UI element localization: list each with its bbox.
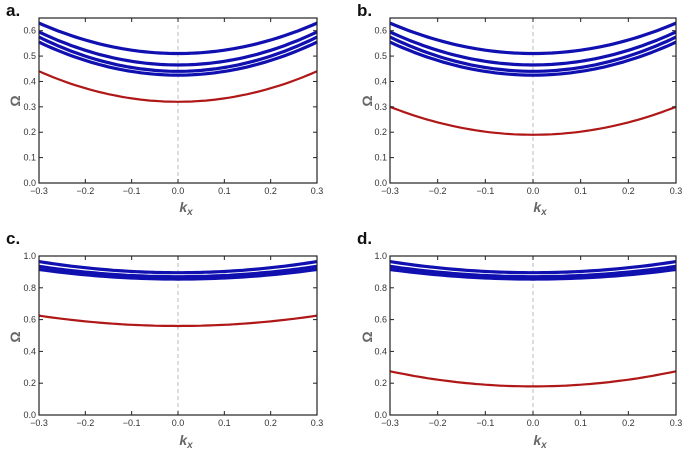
blue-band-line [389, 21, 677, 56]
y-tick-label: 1.0 [374, 251, 387, 261]
x-tick-label: −0.3 [30, 186, 48, 196]
red-band-line [38, 70, 318, 103]
y-tick-label: 0.8 [374, 283, 387, 293]
blue-band-line [38, 21, 318, 56]
x-axis-title-subscript: x [540, 207, 547, 218]
panel-label: c. [6, 229, 20, 248]
x-tick-label: 0.1 [218, 186, 231, 196]
x-tick-label: −0.3 [30, 418, 48, 428]
y-axis-title: Ω [7, 331, 23, 342]
x-tick-label: 0.2 [264, 186, 277, 196]
x-tick-label: −0.2 [76, 186, 94, 196]
x-axis-title-subscript: x [186, 440, 193, 451]
y-tick-label: 0.6 [374, 26, 387, 36]
x-axis-title-main: k [179, 199, 188, 215]
blue-band-line [38, 30, 318, 67]
x-axis-title: kx [533, 432, 547, 451]
x-axis-title-subscript: x [186, 207, 193, 218]
y-tick-label: 0.2 [23, 127, 36, 137]
y-tick-label: 0.0 [23, 178, 36, 188]
panel-label: b. [357, 1, 372, 20]
x-axis-title-subscript: x [540, 440, 547, 451]
x-tick-label: 0.1 [574, 186, 587, 196]
x-tick-label: 0.0 [527, 186, 540, 196]
panel-label: a. [6, 1, 20, 20]
y-axis-title: Ω [7, 95, 23, 106]
y-tick-label: 0.6 [23, 26, 36, 36]
panel-label: d. [357, 229, 372, 248]
blue-band-line [38, 40, 318, 77]
panel-2: b. −0.3 −0.2 −0.1 0.0 0.1 0.2 0.3 0.0 0.1 0.2 0.3 0.… [357, 1, 682, 218]
blue-band-line [389, 30, 677, 67]
x-axis-title: kx [533, 199, 547, 218]
blue-band-line [38, 264, 318, 279]
panel-1: a. −0.3 −0.2 −0.1 0.0 0.1 0.2 0.3 0.0 0.1 0.2 0.3 0.… [6, 1, 323, 218]
y-tick-label: 0.5 [374, 51, 387, 61]
blue-band-line [389, 267, 677, 281]
panel-3: c. −0.3 −0.2 −0.1 0.0 0.1 0.2 0.3 0.0 0.2 0.4 0.6 0.… [6, 229, 323, 451]
y-tick-label: 0.3 [23, 102, 36, 112]
blue-band-line [389, 260, 677, 275]
y-tick-label: 0.4 [23, 346, 36, 356]
x-tick-label: −0.1 [476, 186, 494, 196]
y-axis-title: Ω [359, 331, 375, 342]
y-tick-label: 0.0 [374, 178, 387, 188]
y-tick-label: 0.5 [23, 51, 36, 61]
x-axis-title: kx [179, 199, 193, 218]
x-tick-label: 0.3 [670, 418, 683, 428]
x-tick-label: −0.3 [381, 186, 399, 196]
x-tick-label: −0.2 [429, 418, 447, 428]
x-tick-label: 0.1 [574, 418, 587, 428]
red-band-line [38, 314, 318, 328]
y-tick-label: 1.0 [23, 251, 36, 261]
x-tick-label: 0.0 [527, 418, 540, 428]
x-axis-title-main: k [533, 199, 542, 215]
x-axis-title-main: k [179, 432, 188, 448]
y-tick-label: 0.2 [374, 127, 387, 137]
y-tick-label: 0.4 [23, 76, 36, 86]
y-axis-title: Ω [359, 95, 375, 106]
blue-band-line [38, 35, 318, 73]
x-tick-label: 0.3 [311, 418, 324, 428]
y-tick-label: 0.6 [374, 315, 387, 325]
y-tick-label: 0.2 [23, 378, 36, 388]
x-axis-title-main: k [533, 432, 542, 448]
blue-band-line [38, 267, 318, 281]
y-tick-label: 0.6 [23, 315, 36, 325]
x-tick-label: 0.3 [670, 186, 683, 196]
y-tick-label: 0.0 [23, 410, 36, 420]
y-tick-label: 0.1 [23, 153, 36, 163]
y-tick-label: 0.1 [374, 153, 387, 163]
red-band-line [389, 370, 677, 388]
blue-band-line [389, 35, 677, 73]
red-band-line [389, 105, 677, 136]
x-tick-label: 0.0 [172, 418, 185, 428]
x-tick-label: −0.1 [123, 418, 141, 428]
y-tick-label: 0.3 [374, 102, 387, 112]
x-tick-label: 0.3 [311, 186, 324, 196]
x-tick-label: −0.1 [123, 186, 141, 196]
x-tick-label: −0.3 [381, 418, 399, 428]
x-tick-label: −0.2 [76, 418, 94, 428]
panel-4: d. −0.3 −0.2 −0.1 0.0 0.1 0.2 0.3 0.0 0.2 0.4 0.6 0.… [357, 229, 682, 451]
x-axis-title: kx [179, 432, 193, 451]
blue-band-line [389, 264, 677, 279]
y-tick-label: 0.8 [23, 283, 36, 293]
x-tick-label: −0.1 [476, 418, 494, 428]
x-tick-label: 0.2 [622, 186, 635, 196]
y-tick-label: 0.4 [374, 346, 387, 356]
x-tick-label: −0.2 [429, 186, 447, 196]
x-tick-label: 0.2 [264, 418, 277, 428]
x-tick-label: 0.0 [172, 186, 185, 196]
blue-band-line [389, 40, 677, 77]
blue-band-line [38, 260, 318, 275]
y-tick-label: 0.4 [374, 76, 387, 86]
y-tick-label: 0.0 [374, 410, 387, 420]
x-tick-label: 0.2 [622, 418, 635, 428]
x-tick-label: 0.1 [218, 418, 231, 428]
y-tick-label: 0.2 [374, 378, 387, 388]
